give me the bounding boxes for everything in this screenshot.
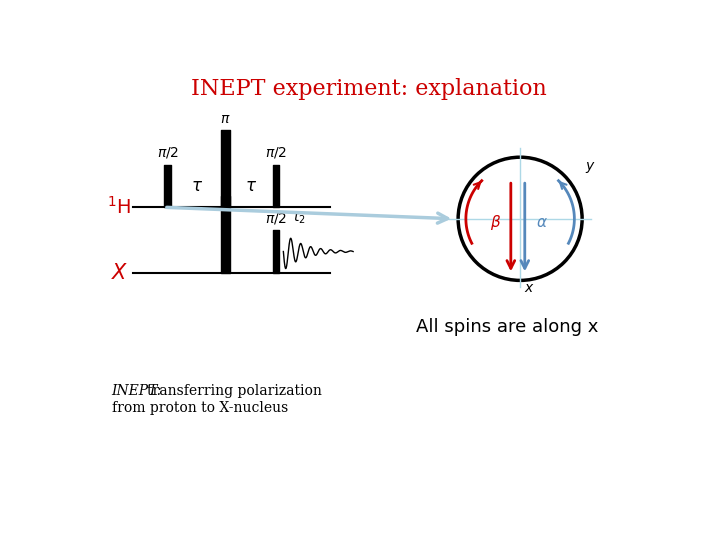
Text: $\pi/2$: $\pi/2$	[265, 211, 287, 226]
Text: All spins are along x: All spins are along x	[415, 318, 598, 335]
Text: y: y	[585, 159, 593, 173]
Text: $\pi$: $\pi$	[220, 177, 231, 191]
Text: $\tau$: $\tau$	[245, 177, 257, 195]
Text: X: X	[112, 262, 127, 283]
Text: $\alpha$: $\alpha$	[536, 215, 547, 230]
Text: INEPT:: INEPT:	[112, 384, 162, 399]
Text: $\beta$: $\beta$	[490, 213, 502, 232]
Text: INEPT experiment: explanation: INEPT experiment: explanation	[191, 78, 547, 100]
Text: $t_2$: $t_2$	[294, 210, 306, 226]
Text: x: x	[524, 281, 532, 295]
Text: $\tau$: $\tau$	[191, 177, 202, 195]
Text: $^1$H: $^1$H	[107, 197, 132, 218]
Text: $\pi/2$: $\pi/2$	[156, 145, 179, 160]
Text: $\pi$: $\pi$	[220, 112, 231, 126]
Text: transferring polarization
from proton to X-nucleus: transferring polarization from proton to…	[112, 384, 322, 415]
Text: $\pi/2$: $\pi/2$	[265, 145, 287, 160]
